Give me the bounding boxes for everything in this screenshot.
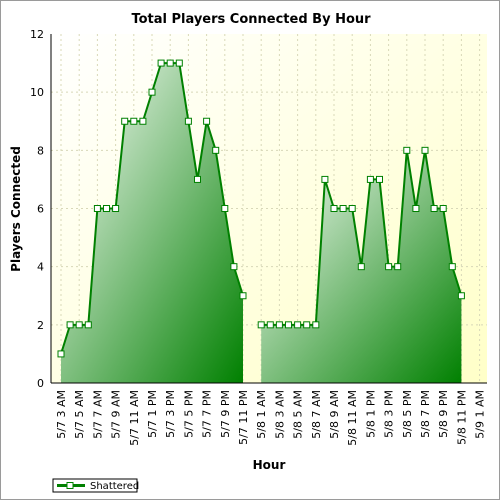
x-tick-label: 5/8 11 PM (455, 390, 468, 445)
data-point (457, 292, 465, 300)
x-tick-label: 5/7 9 PM (219, 390, 232, 438)
x-tick-label: 5/8 1 PM (364, 390, 377, 438)
data-point (366, 175, 374, 183)
x-tick-label: 5/8 9 PM (437, 390, 450, 438)
markers (57, 59, 465, 358)
x-tick-label: 5/7 3 PM (164, 390, 177, 438)
x-tick-label: 5/7 11 PM (237, 390, 250, 445)
y-tick-label: 0 (37, 377, 44, 390)
data-point (130, 117, 138, 125)
data-point (394, 263, 402, 271)
data-point (266, 321, 274, 329)
x-tick-label: 5/8 9 AM (328, 390, 341, 439)
legend-swatch-marker (66, 482, 74, 489)
data-point (275, 321, 283, 329)
y-tick-label: 4 (37, 261, 44, 274)
data-point (66, 321, 74, 329)
data-point (430, 205, 438, 212)
y-tick-label: 10 (30, 86, 44, 99)
data-point (221, 205, 229, 212)
y-axis-title: Players Connected (9, 146, 23, 272)
data-point (75, 321, 83, 329)
data-point (84, 321, 92, 329)
legend-label: Shattered (90, 481, 139, 492)
y-tick-label: 2 (37, 319, 44, 332)
data-point (103, 205, 110, 212)
data-point (57, 350, 65, 358)
data-point (312, 321, 320, 329)
data-point (339, 205, 347, 212)
data-point (157, 59, 165, 67)
data-point (448, 263, 456, 271)
data-point (403, 146, 411, 154)
series-area (61, 63, 243, 383)
x-tick-label: 5/8 7 PM (419, 390, 432, 438)
data-point (385, 263, 393, 271)
data-point (194, 175, 201, 183)
x-tick-label: 5/7 5 AM (73, 390, 86, 439)
x-tick-label: 5/8 1 AM (255, 390, 268, 439)
x-tick-label: 5/8 3 PM (383, 390, 396, 438)
x-tick-labels: 5/7 3 AM 5/7 5 AM 5/7 7 AM 5/7 9 AM 5/7 11 A… (55, 390, 487, 446)
data-point (412, 205, 420, 212)
y-tick-label: 6 (37, 203, 44, 216)
data-point (348, 205, 356, 212)
data-point (139, 117, 147, 125)
x-tick-label: 5/7 7 AM (91, 390, 104, 439)
x-tick-label: 5/8 11 AM (346, 390, 359, 446)
data-point (294, 321, 302, 329)
x-tick-label: 5/9 1 AM (474, 390, 487, 439)
data-point (257, 321, 265, 329)
chart-title: Total Players Connected By Hour (131, 12, 371, 27)
y-tick-label: 12 (30, 28, 44, 41)
x-tick-label: 5/7 5 PM (182, 390, 195, 438)
x-tick-label: 5/8 3 AM (273, 390, 286, 439)
data-point (285, 321, 292, 329)
data-point (421, 146, 429, 154)
x-tick-label: 5/8 5 PM (401, 390, 414, 438)
y-tick-labels: 0 2 4 6 8 10 12 (30, 28, 44, 390)
x-tick-label: 5/7 7 PM (201, 390, 214, 438)
x-tick-label: 5/7 3 AM (55, 390, 68, 439)
data-point (166, 59, 174, 67)
data-point (184, 117, 192, 125)
data-point (175, 59, 183, 67)
data-point (230, 263, 238, 271)
data-point (303, 321, 311, 329)
data-point (439, 205, 447, 212)
data-point (203, 117, 211, 125)
data-point (321, 175, 329, 183)
legend-box (52, 478, 138, 493)
data-point (239, 292, 247, 300)
x-tick-label: 5/8 5 AM (292, 390, 305, 439)
x-tick-label: 5/7 1 PM (146, 390, 159, 438)
x-tick-label: 5/8 7 AM (310, 390, 323, 439)
data-point (376, 175, 383, 183)
data-point (112, 205, 120, 212)
data-point (330, 205, 338, 212)
x-tick-label: 5/7 9 AM (110, 390, 123, 439)
x-axis-title: Hour (253, 458, 286, 472)
data-point (212, 146, 220, 154)
y-tick-label: 8 (37, 144, 44, 157)
legend: Shattered (52, 478, 139, 493)
data-point (357, 263, 365, 271)
data-point (93, 205, 101, 212)
data-point (121, 117, 129, 125)
data-point (148, 88, 156, 96)
x-tick-label: 5/7 11 AM (128, 390, 141, 446)
axes (50, 34, 487, 384)
